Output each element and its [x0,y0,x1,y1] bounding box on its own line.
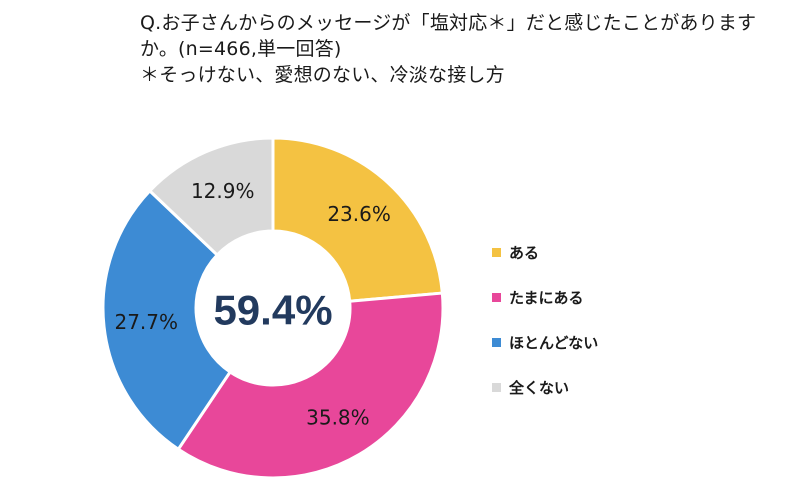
title-line-1a: Q.お子さんからのメッセージが「塩対応＊」だと感じたことがあります [140,12,757,34]
legend-item-3: ほとんどない [492,320,598,365]
legend-label: ある [509,244,540,262]
legend-item-1: ある [492,230,598,275]
legend-item-4: 全くない [492,365,598,410]
donut-slice-4 [147,136,275,258]
legend-label: たまにある [509,289,584,307]
legend: あるたまにあるほとんどない 全くない [492,230,598,410]
legend-swatch [492,383,501,392]
donut-slice-2 [176,291,445,480]
slice-label-3: 27.7% [114,310,178,334]
chart-title: Q.お子さんからのメッセージが「塩対応＊」だと感じたことがあります か。(n=4… [140,10,757,88]
legend-label: ほとんどない [509,334,599,352]
legend-swatch [492,293,501,302]
center-value: 59.4% [213,287,332,334]
donut-slice-3 [101,188,233,452]
legend-swatch [492,248,501,257]
slice-label-2: 35.8% [306,406,370,430]
title-line-2: ＊そっけない、愛想のない、冷淡な接し方 [140,64,505,86]
donut-slice-1 [271,136,444,303]
legend-item-2: たまにある [492,275,598,320]
title-line-1b: か。(n=466,単一回答) [140,38,342,60]
slice-label-4: 12.9% [191,179,255,203]
legend-label: 全くない [509,379,570,397]
slice-label-1: 23.6% [327,202,391,226]
legend-swatch [492,338,501,347]
